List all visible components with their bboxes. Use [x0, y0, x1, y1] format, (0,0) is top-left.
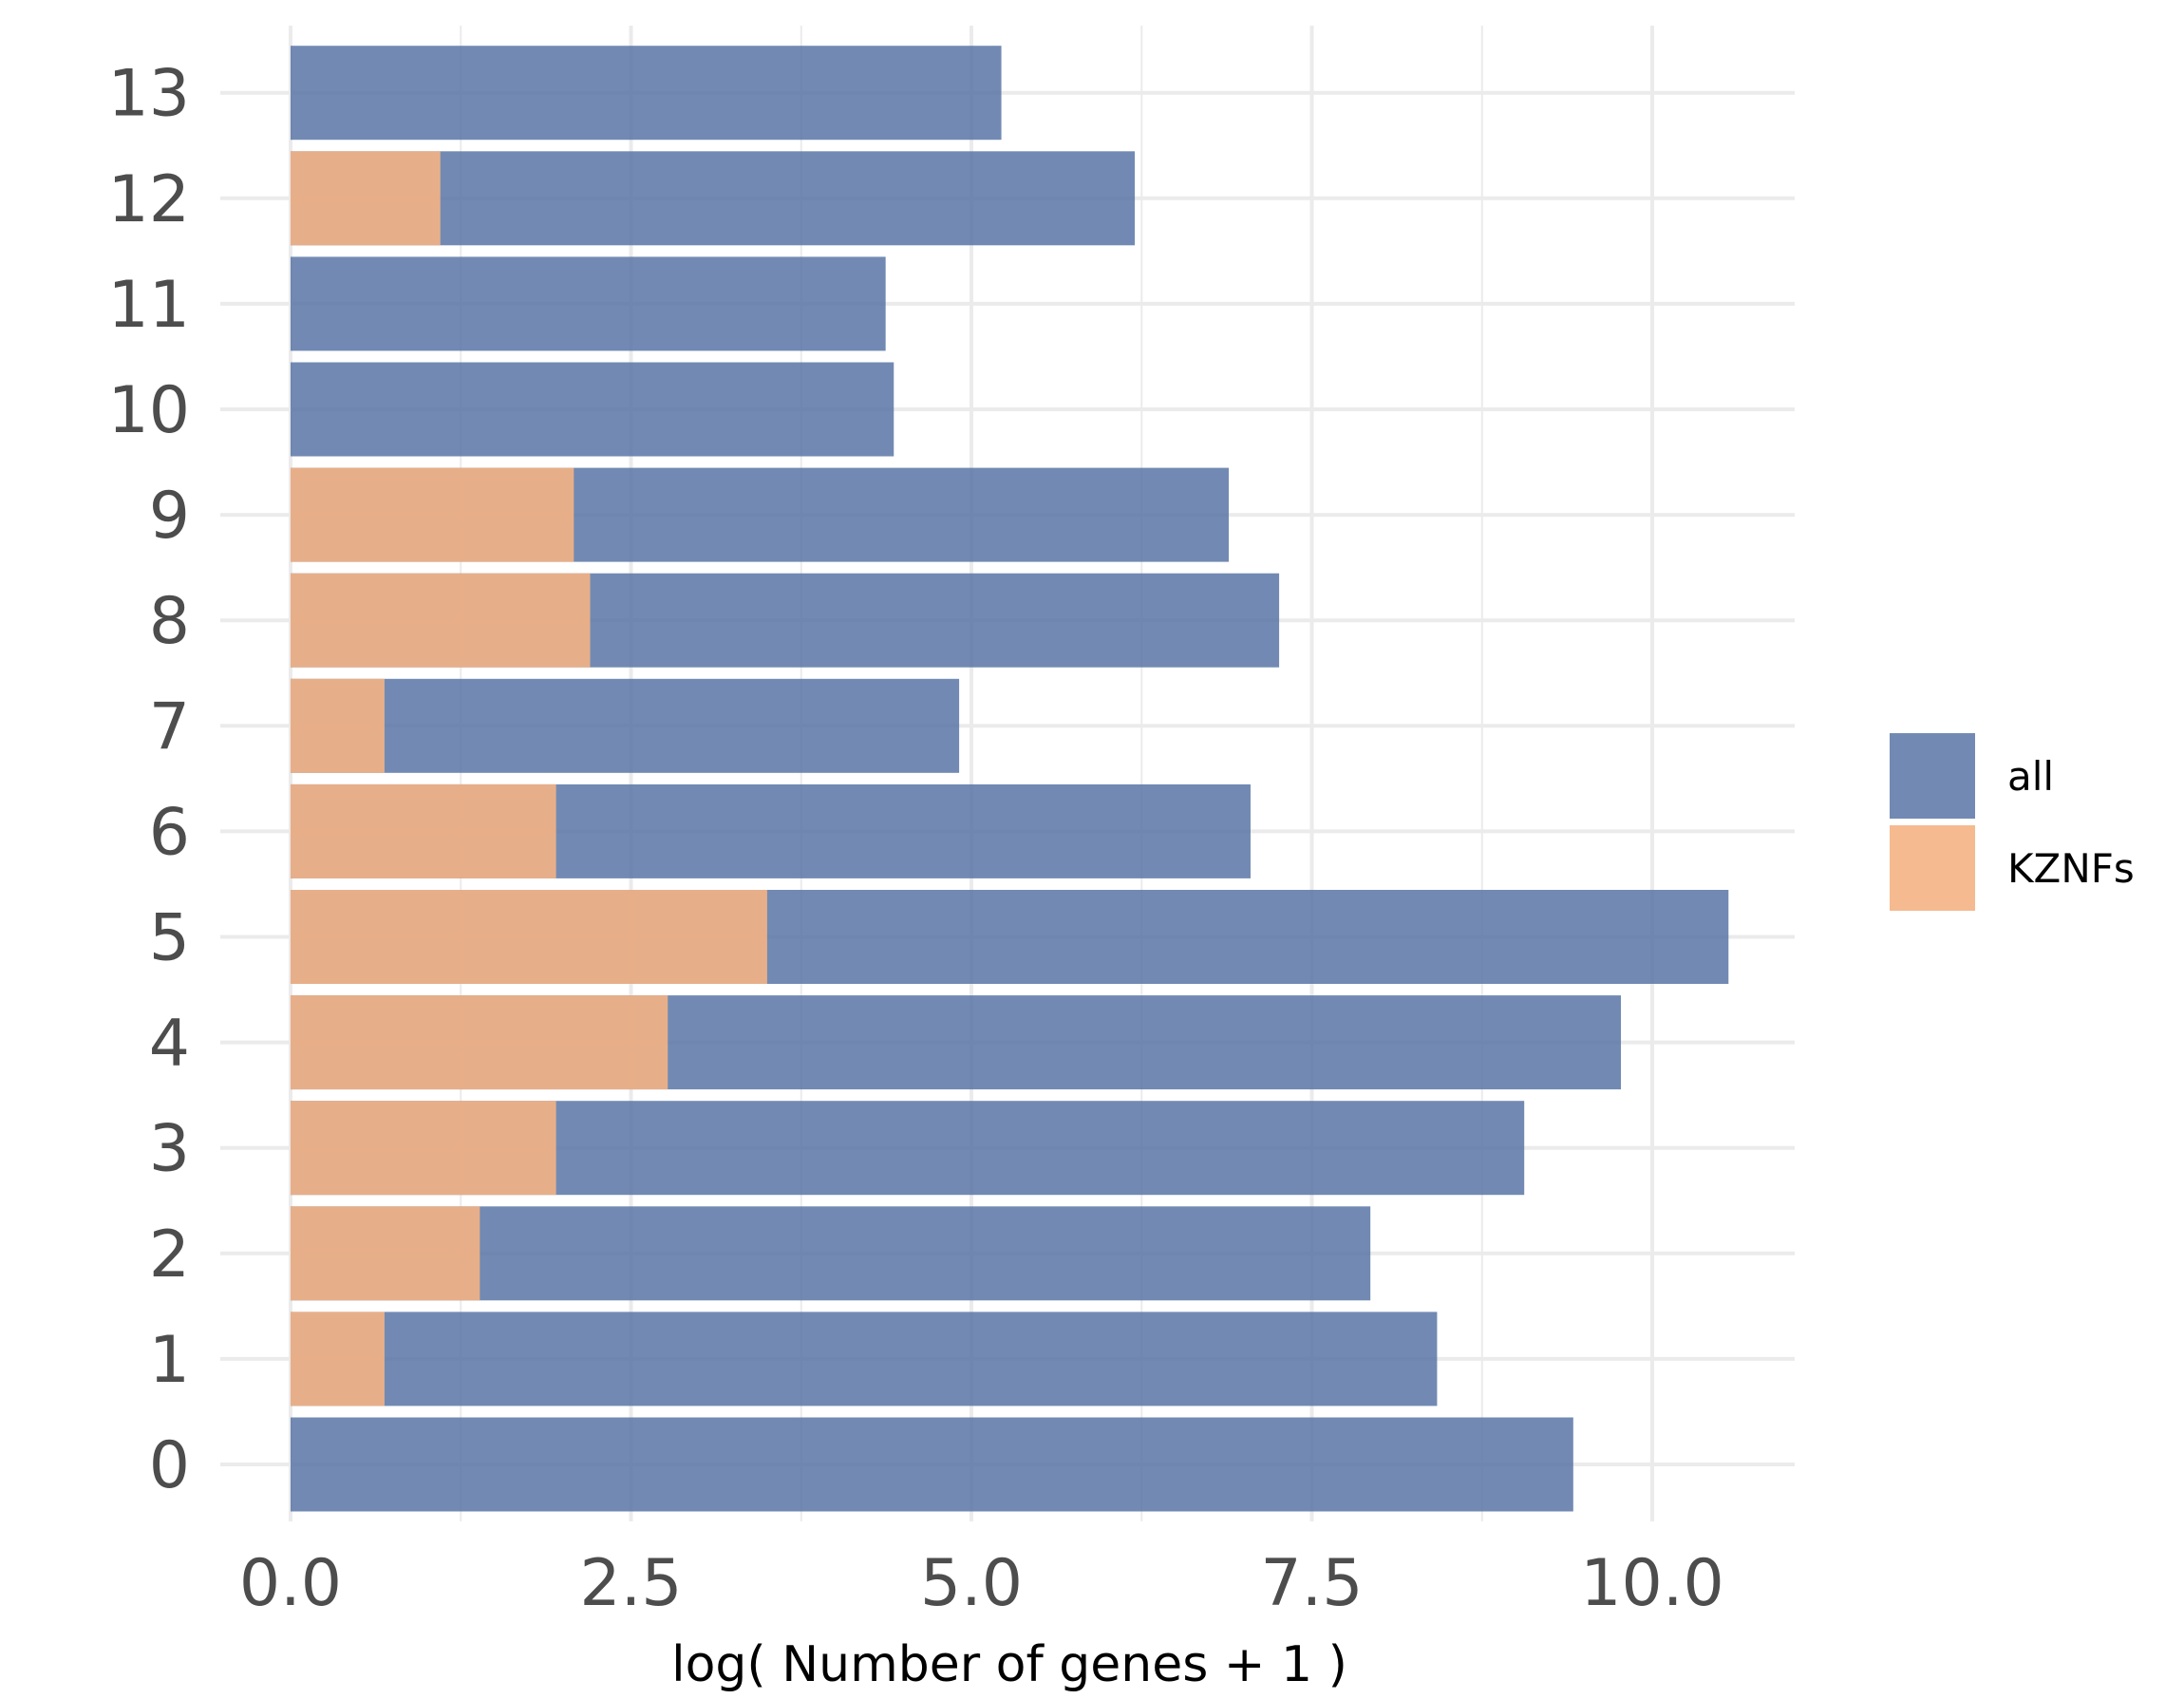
x-tick-label: 0.0 [239, 1546, 342, 1621]
bar-kznfs-9 [291, 467, 574, 562]
y-tick-label: 13 [107, 57, 190, 132]
bar-kznfs-8 [291, 573, 591, 668]
x-axis-title: log( Number of genes + 1 ) [671, 1636, 1347, 1693]
legend-key-all [1890, 733, 1975, 819]
bar-all-10 [291, 362, 894, 457]
bar-all-0 [291, 1417, 1573, 1512]
y-tick-label: 4 [149, 1007, 190, 1082]
bars [291, 46, 1729, 1512]
y-tick-label: 5 [149, 901, 190, 976]
y-tick-label: 7 [149, 689, 190, 765]
y-tick-label: 10 [107, 373, 190, 448]
legend-key-kznfs [1890, 825, 1975, 911]
y-tick-label: 6 [149, 795, 190, 870]
bar-all-11 [291, 256, 886, 351]
bar-kznfs-5 [291, 890, 767, 984]
y-tick-label: 3 [149, 1112, 190, 1187]
bar-all-7 [291, 678, 960, 773]
y-tick-label: 11 [107, 268, 190, 343]
y-tick-label: 8 [149, 584, 190, 659]
bar-kznfs-6 [291, 783, 556, 878]
bar-kznfs-12 [291, 151, 441, 246]
y-tick-label: 9 [149, 479, 190, 554]
y-tick-label: 1 [149, 1323, 190, 1398]
legend: all KZNFs [1890, 733, 2135, 911]
x-tick-label: 5.0 [920, 1546, 1023, 1621]
x-tick-label: 2.5 [579, 1546, 682, 1621]
y-tick-label: 2 [149, 1218, 190, 1293]
bar-kznfs-1 [291, 1312, 385, 1406]
y-tick-label: 0 [149, 1428, 190, 1503]
bar-all-13 [291, 46, 1002, 141]
bar-kznfs-4 [291, 995, 668, 1090]
legend-label-kznfs: KZNFs [2007, 845, 2135, 892]
bar-kznfs-7 [291, 678, 385, 773]
bar-kznfs-2 [291, 1206, 480, 1301]
legend-label-all: all [2007, 753, 2054, 800]
x-tick-label: 7.5 [1260, 1546, 1363, 1621]
x-axis-ticks: 0.0 2.5 5.0 7.5 10.0 [239, 1546, 1724, 1621]
bar-all-1 [291, 1312, 1438, 1406]
y-tick-label: 12 [107, 162, 190, 237]
bar-kznfs-3 [291, 1101, 556, 1196]
x-tick-label: 10.0 [1580, 1546, 1723, 1621]
